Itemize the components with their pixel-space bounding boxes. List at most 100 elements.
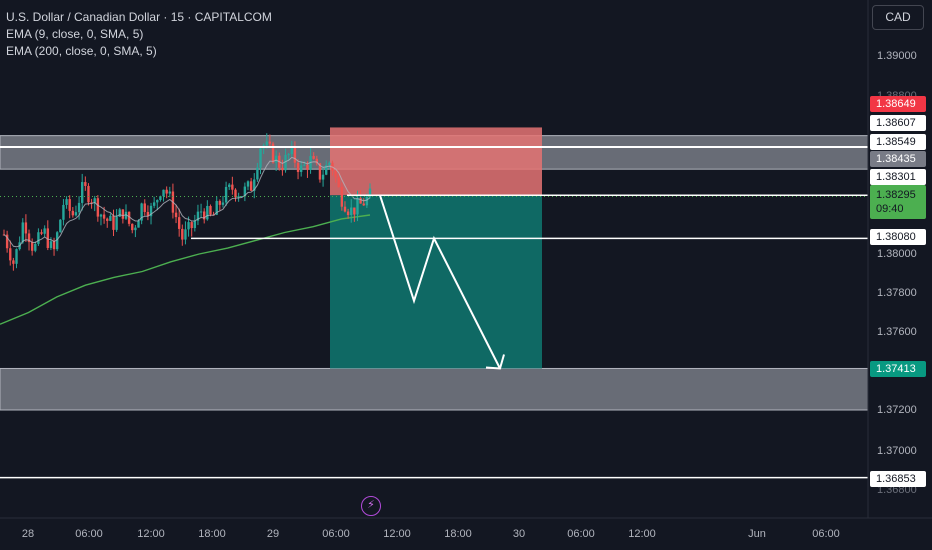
candle — [362, 203, 365, 206]
candle — [281, 167, 284, 171]
candle — [112, 215, 115, 230]
candle — [59, 219, 62, 233]
candle — [99, 214, 103, 217]
candle — [71, 210, 75, 216]
candle — [162, 189, 165, 197]
candle — [84, 182, 87, 186]
candle — [231, 184, 234, 190]
candle — [268, 141, 272, 144]
x-tick: 18:00 — [198, 528, 226, 540]
candle — [203, 211, 206, 220]
candle — [109, 215, 112, 221]
y-tick: 1.37000 — [877, 445, 917, 457]
candle — [37, 232, 40, 244]
candle — [12, 260, 15, 264]
candle — [234, 189, 237, 198]
candle — [62, 204, 65, 220]
candle — [55, 232, 59, 250]
candle — [346, 211, 350, 215]
candle — [87, 185, 90, 203]
candle — [249, 181, 253, 191]
candle — [228, 184, 231, 187]
zone-price-tag: 1.38435 — [870, 151, 926, 167]
candle — [315, 158, 319, 164]
candle — [224, 186, 228, 203]
candle — [115, 216, 118, 230]
candle — [299, 165, 303, 172]
candle — [359, 198, 362, 204]
y-tick: 1.37800 — [877, 287, 917, 299]
x-tick: 18:00 — [444, 528, 472, 540]
candle — [21, 222, 24, 243]
ema200-path — [0, 214, 371, 325]
candle — [5, 234, 9, 249]
symbol-title[interactable]: U.S. Dollar / Canadian Dollar · 15 · CAP… — [6, 10, 272, 24]
candle — [221, 202, 225, 205]
y-tick: 1.37600 — [877, 326, 917, 338]
candle — [209, 205, 212, 215]
horizontal-lines-layer — [0, 145, 868, 479]
x-tick: 12:00 — [383, 528, 411, 540]
candle — [156, 200, 159, 203]
candle — [312, 156, 315, 159]
level-price-tag: 1.38549 — [870, 134, 926, 150]
candle — [143, 203, 146, 212]
candle — [218, 201, 222, 205]
candle — [237, 196, 240, 198]
candle — [318, 163, 322, 180]
candle — [343, 206, 347, 212]
candle — [65, 199, 68, 205]
bottom-level-price-tag: 1.36853 — [870, 471, 926, 487]
candle — [193, 220, 197, 229]
candle — [240, 196, 243, 198]
candle — [190, 222, 193, 229]
candle — [49, 241, 53, 248]
candle — [353, 207, 356, 215]
candle — [106, 218, 109, 221]
candle — [325, 165, 328, 175]
candle — [290, 146, 293, 155]
support-zone — [0, 367, 869, 411]
candle — [243, 186, 247, 197]
candle — [96, 198, 100, 217]
take-profit-zone — [330, 195, 542, 369]
candle — [337, 177, 340, 187]
candle — [174, 212, 178, 218]
current-price-tag: 1.38295 09:40 — [870, 185, 926, 219]
candle — [184, 229, 187, 240]
ema-200-legend[interactable]: EMA (200, close, 0, SMA, 5) — [6, 44, 157, 58]
y-tick: 1.37200 — [877, 404, 917, 416]
candle — [149, 205, 153, 217]
y-tick: 1.36800 — [877, 484, 917, 496]
candle — [271, 143, 275, 163]
candle — [340, 186, 344, 207]
candle — [253, 179, 256, 191]
candle — [30, 242, 34, 251]
x-tick: 28 — [21, 528, 35, 540]
y-tick: 1.39000 — [877, 50, 917, 62]
candle — [74, 212, 78, 216]
candle — [287, 154, 290, 156]
candle — [181, 228, 184, 240]
lightning-icon[interactable]: ⚡ — [361, 496, 381, 516]
currency-button[interactable]: CAD — [872, 5, 924, 30]
candle — [328, 162, 331, 166]
ema200-line — [0, 214, 371, 325]
candle — [152, 202, 156, 206]
candle — [246, 181, 250, 187]
candle — [168, 191, 171, 194]
candle — [215, 201, 218, 215]
candle — [131, 223, 134, 231]
candle — [140, 203, 143, 221]
candle — [293, 146, 297, 163]
chart-legend: U.S. Dollar / Canadian Dollar · 15 · CAP… — [6, 9, 272, 60]
candle — [68, 199, 71, 211]
target-price-tag: 1.37413 — [870, 361, 926, 377]
candle — [274, 155, 278, 163]
ema-9-legend[interactable]: EMA (9, close, 0, SMA, 5) — [6, 27, 144, 41]
projection-path — [379, 194, 501, 369]
candle — [81, 182, 84, 203]
candle — [24, 222, 28, 234]
candle — [196, 211, 200, 221]
